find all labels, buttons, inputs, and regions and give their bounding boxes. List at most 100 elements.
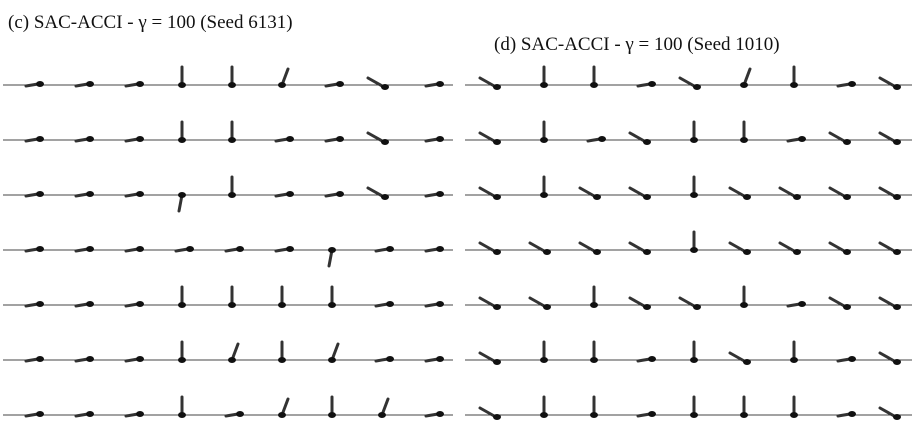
cart bbox=[743, 359, 751, 365]
cart bbox=[36, 411, 44, 417]
pole bbox=[274, 247, 290, 253]
cart bbox=[136, 301, 144, 307]
cart bbox=[590, 82, 598, 88]
pole bbox=[786, 302, 802, 308]
cart bbox=[798, 136, 806, 142]
cart bbox=[590, 357, 598, 363]
pole bbox=[224, 412, 240, 418]
pole bbox=[24, 247, 40, 253]
cart bbox=[843, 304, 851, 310]
pole bbox=[424, 137, 440, 143]
pole bbox=[678, 296, 698, 309]
pole bbox=[528, 241, 548, 254]
pole bbox=[828, 296, 848, 309]
cart bbox=[236, 246, 244, 252]
cart bbox=[848, 81, 856, 87]
cart bbox=[848, 356, 856, 362]
cart bbox=[336, 81, 344, 87]
cart bbox=[740, 302, 748, 308]
cart bbox=[690, 137, 698, 143]
pole bbox=[478, 406, 498, 419]
pole bbox=[74, 412, 90, 418]
pole bbox=[324, 82, 340, 88]
cart bbox=[381, 139, 389, 145]
cart bbox=[690, 192, 698, 198]
pole bbox=[424, 412, 440, 418]
cart bbox=[36, 356, 44, 362]
caption: (d) SAC-ACCI - γ = 100 (Seed 1010) bbox=[494, 34, 780, 55]
cart bbox=[236, 411, 244, 417]
pole bbox=[74, 357, 90, 363]
pole bbox=[678, 76, 698, 89]
pole bbox=[424, 302, 440, 308]
cart bbox=[793, 249, 801, 255]
pole bbox=[836, 412, 852, 418]
pole bbox=[728, 186, 748, 199]
cart bbox=[228, 302, 236, 308]
cart bbox=[540, 412, 548, 418]
pole bbox=[878, 76, 898, 89]
cart bbox=[543, 249, 551, 255]
cart bbox=[228, 192, 236, 198]
pole bbox=[124, 192, 140, 198]
pole bbox=[778, 186, 798, 199]
cart bbox=[86, 246, 94, 252]
cart bbox=[86, 81, 94, 87]
pole bbox=[274, 137, 290, 143]
cart bbox=[286, 191, 294, 197]
pole bbox=[478, 241, 498, 254]
pole bbox=[878, 296, 898, 309]
pole bbox=[124, 302, 140, 308]
cart bbox=[386, 356, 394, 362]
cart bbox=[36, 136, 44, 142]
pole bbox=[424, 82, 440, 88]
caption: (c) SAC-ACCI - γ = 100 (Seed 6131) bbox=[8, 12, 293, 33]
cart bbox=[648, 81, 656, 87]
cart bbox=[286, 246, 294, 252]
cart bbox=[136, 411, 144, 417]
pole bbox=[478, 296, 498, 309]
pole bbox=[366, 131, 386, 144]
cart bbox=[893, 304, 901, 310]
cart bbox=[178, 302, 186, 308]
cart bbox=[593, 194, 601, 200]
cart bbox=[893, 414, 901, 420]
pole bbox=[628, 241, 648, 254]
pole bbox=[374, 357, 390, 363]
pole bbox=[424, 192, 440, 198]
pole bbox=[836, 82, 852, 88]
cart bbox=[436, 356, 444, 362]
cart bbox=[893, 194, 901, 200]
pole bbox=[74, 247, 90, 253]
pole bbox=[578, 241, 598, 254]
pole bbox=[174, 247, 190, 253]
cart bbox=[593, 249, 601, 255]
pole bbox=[728, 241, 748, 254]
cart bbox=[178, 412, 186, 418]
pole bbox=[586, 137, 602, 143]
pole bbox=[74, 302, 90, 308]
cart bbox=[493, 359, 501, 365]
pole bbox=[224, 247, 240, 253]
pole bbox=[24, 357, 40, 363]
cart bbox=[378, 412, 386, 418]
cart bbox=[893, 249, 901, 255]
cart bbox=[278, 302, 286, 308]
cart bbox=[798, 301, 806, 307]
cart bbox=[381, 194, 389, 200]
cart bbox=[693, 84, 701, 90]
cart bbox=[690, 357, 698, 363]
cart bbox=[436, 411, 444, 417]
pole bbox=[636, 412, 652, 418]
cart bbox=[86, 356, 94, 362]
pole bbox=[778, 241, 798, 254]
pole bbox=[636, 82, 652, 88]
cart bbox=[278, 412, 286, 418]
pole bbox=[478, 351, 498, 364]
cart bbox=[740, 412, 748, 418]
cart bbox=[178, 192, 186, 198]
cart bbox=[648, 411, 656, 417]
pole bbox=[786, 137, 802, 143]
cart bbox=[278, 82, 286, 88]
pole bbox=[24, 137, 40, 143]
